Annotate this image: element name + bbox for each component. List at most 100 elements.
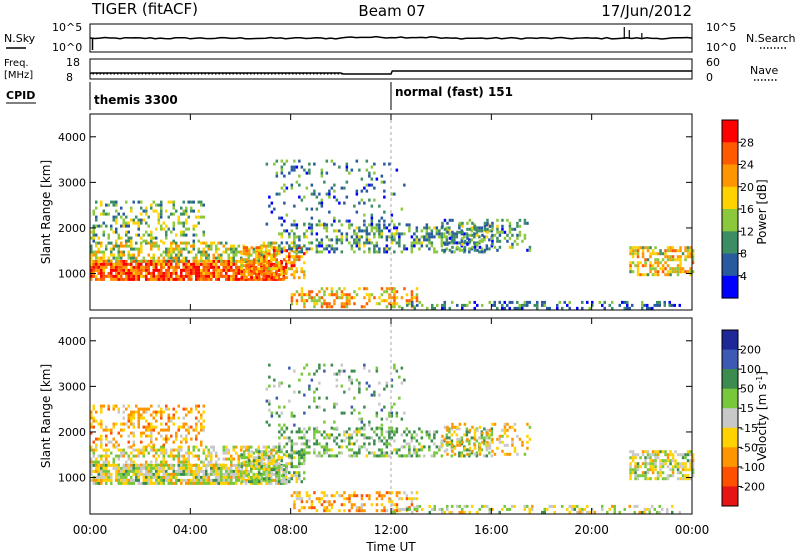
power-cell <box>664 252 667 256</box>
velocity-cell <box>440 454 444 458</box>
power-cell <box>328 192 331 196</box>
velocity-cell <box>473 431 477 435</box>
power-cell <box>110 259 113 263</box>
velocity-cell <box>646 450 650 454</box>
velocity-cell <box>192 481 195 485</box>
power-cell <box>365 235 369 239</box>
velocity-cell <box>646 462 650 466</box>
power-cell <box>393 232 396 236</box>
velocity-cell <box>237 469 240 473</box>
velocity-cell <box>335 454 339 458</box>
power-cell <box>145 268 148 272</box>
velocity-cell <box>428 433 431 437</box>
power-cell <box>298 255 301 259</box>
velocity-cell <box>170 463 173 467</box>
velocity-cell <box>403 445 406 449</box>
velocity-cell <box>315 369 319 373</box>
power-cell <box>368 171 371 175</box>
velocity-cell <box>252 472 255 476</box>
station-title: TIGER (fitACF) <box>91 0 198 18</box>
power-cell <box>671 249 675 253</box>
power-cell <box>112 265 115 269</box>
power-cell <box>285 270 288 274</box>
power-cell <box>300 290 304 294</box>
velocity-cell <box>390 384 394 388</box>
velocity-cell <box>674 465 677 469</box>
power-cell <box>398 238 401 242</box>
power-cell <box>92 227 95 231</box>
power-cell <box>466 227 469 231</box>
velocity-cell <box>137 475 140 479</box>
power-cell <box>200 259 203 263</box>
power-cell <box>222 268 225 272</box>
velocity-cell <box>335 402 339 406</box>
power-cell <box>277 268 280 272</box>
power-cell <box>182 247 185 251</box>
velocity-cell <box>373 393 376 397</box>
power-cell <box>127 277 130 281</box>
power-cell <box>97 268 100 272</box>
power-cell <box>130 262 133 266</box>
velocity-cell <box>313 372 316 376</box>
velocity-cell <box>270 448 273 452</box>
velocity-cell <box>573 507 576 511</box>
power-cell <box>390 296 394 300</box>
velocity-cell <box>195 407 198 411</box>
power-cell <box>283 189 286 193</box>
velocity-cell <box>458 443 462 447</box>
power-cell <box>498 230 502 234</box>
power-cell <box>200 274 203 278</box>
power-cell <box>315 232 319 236</box>
velocity-cell <box>195 425 198 429</box>
velocity-cell <box>157 454 160 458</box>
velocity-cell <box>463 504 466 508</box>
power-cell <box>275 252 278 256</box>
velocity-cell <box>152 463 155 467</box>
velocity-cell <box>328 436 331 440</box>
velocity-cell <box>268 399 271 403</box>
velocity-cell <box>275 396 279 400</box>
power-cell <box>378 226 381 230</box>
power-cell <box>388 229 391 233</box>
power-cell <box>172 239 175 243</box>
power-cell <box>348 241 351 245</box>
velocity-cell <box>200 416 203 420</box>
power-cell <box>395 241 399 245</box>
power-cell <box>380 299 384 303</box>
velocity-cell <box>192 475 195 479</box>
velocity-cell <box>180 472 183 476</box>
power-cell <box>182 221 185 225</box>
velocity-cell <box>100 481 103 485</box>
power-cell <box>511 227 514 231</box>
power-cell <box>222 244 225 248</box>
power-cell <box>413 232 416 236</box>
power-cell <box>388 296 391 300</box>
velocity-cell <box>323 430 326 434</box>
power-cell <box>455 241 459 245</box>
power-cell <box>90 262 93 266</box>
velocity-cell <box>187 445 190 449</box>
power-cell <box>338 287 341 291</box>
velocity-cell <box>275 477 278 481</box>
power-cell <box>275 261 278 265</box>
velocity-cell <box>102 475 105 479</box>
power-cell <box>315 302 319 306</box>
power-cell <box>293 165 296 169</box>
velocity-cell <box>629 465 632 469</box>
power-cell <box>390 302 394 306</box>
power-cell <box>112 268 115 272</box>
power-cell <box>468 241 471 245</box>
power-cell <box>330 293 334 297</box>
velocity-cell <box>90 463 93 467</box>
power-cell <box>483 221 487 225</box>
power-cell <box>122 253 125 257</box>
power-cell <box>508 236 512 240</box>
velocity-cell <box>142 445 145 449</box>
power-cell <box>518 306 521 310</box>
power-cell <box>187 271 190 275</box>
power-cell <box>646 306 649 310</box>
velocity-cell <box>275 462 278 466</box>
velocity-cell <box>167 407 170 411</box>
power-cell <box>192 239 195 243</box>
